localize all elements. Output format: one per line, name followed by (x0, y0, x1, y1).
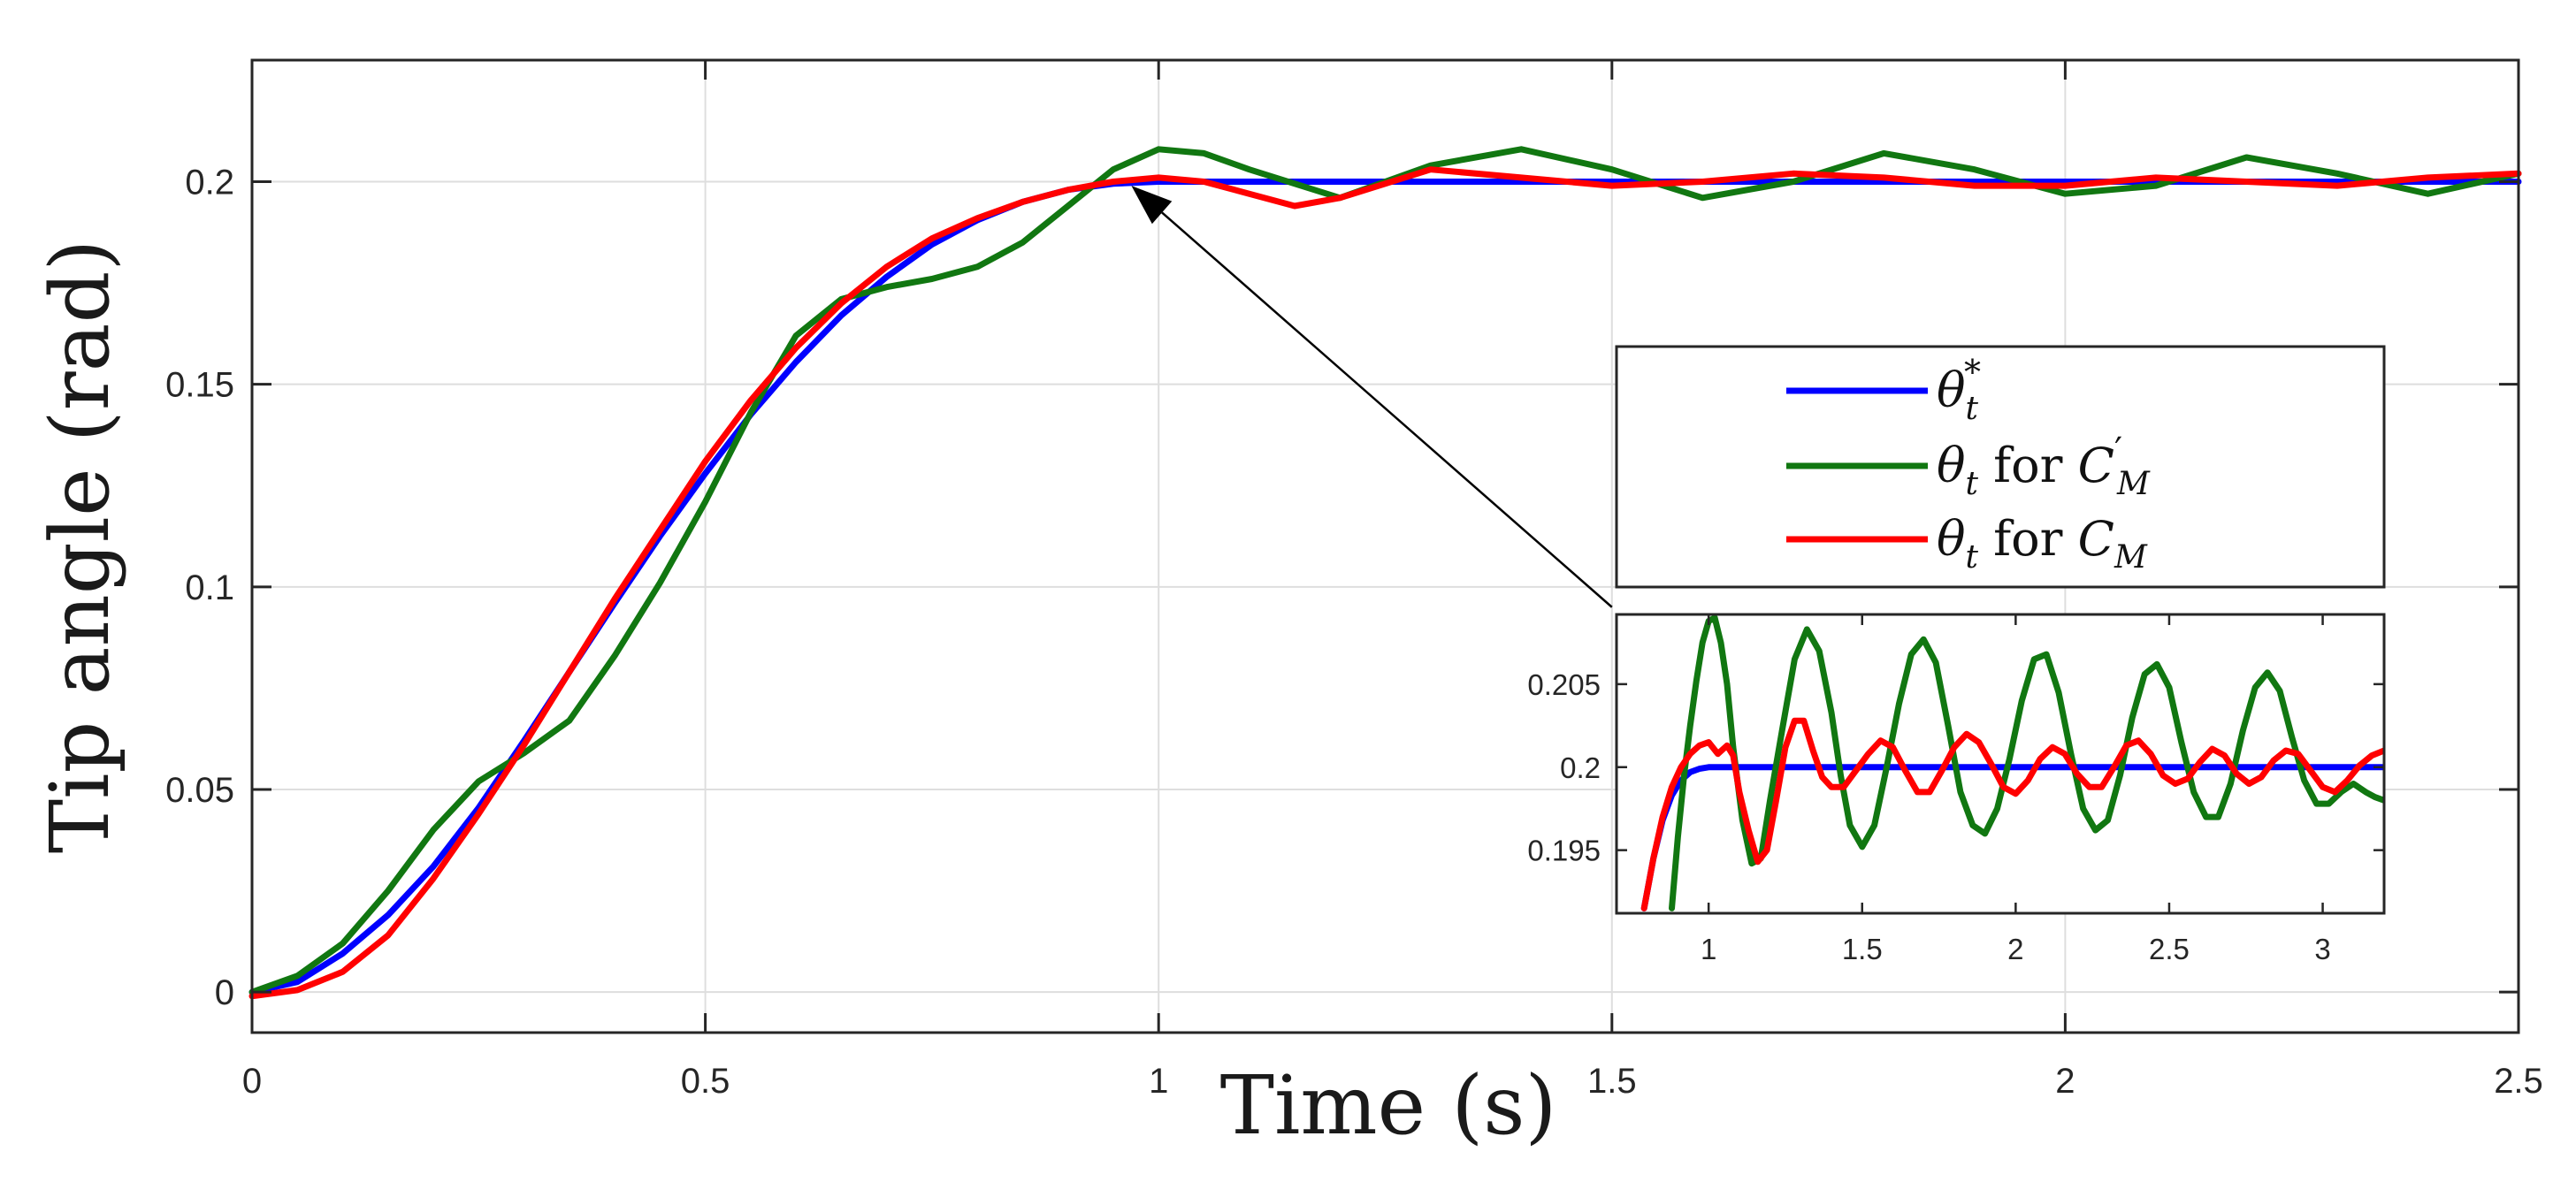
y-tick-label: 0.15 (165, 366, 234, 405)
series-cm-line (248, 166, 2522, 1000)
series-reference-line (248, 179, 2522, 995)
x-tick-label: 2.5 (2494, 1062, 2543, 1101)
legend: θt* θt for C′ M θt for CM (1615, 345, 2386, 589)
inset-x-tick-label: 3 (2314, 933, 2330, 965)
main-plot-area (248, 146, 2522, 1000)
main-ticks: 0 0.5 1 1.5 2 2.5 0 0.05 0.1 0.15 0.2 (165, 60, 2543, 1101)
legend-symbol: θ (1937, 438, 1966, 493)
arrow-head (1131, 186, 1173, 225)
y-axis-label: Tip angle (rad) (33, 240, 127, 854)
legend-symbol: θ (1937, 362, 1966, 418)
legend-superscript: * (1964, 353, 1981, 392)
y-tick-label: 0.05 (165, 771, 234, 810)
legend-c-subscript: M (2114, 539, 2148, 576)
legend-c-subscript: M (2116, 466, 2151, 502)
inset-x-tick-label: 2 (2007, 933, 2023, 965)
legend-box (1615, 345, 2386, 589)
inset-x-tick-label: 1 (1701, 933, 1716, 965)
legend-for-text: for (1978, 511, 2078, 567)
inset-plot-area (1640, 614, 2384, 911)
x-tick-label: 1.5 (1587, 1062, 1637, 1101)
inset-y-tick-label: 0.2 (1560, 751, 1601, 784)
legend-label-cprime: θt for C′ M (1937, 431, 2151, 502)
legend-subscript: t (1966, 391, 1979, 427)
legend-c-symbol: C (2078, 511, 2114, 567)
inset-ticks: 1 1.5 2 2.5 3 0.195 0.2 0.205 (1527, 614, 2384, 965)
legend-subscript: t (1966, 466, 1979, 502)
legend-c-prime: ′ (2114, 431, 2122, 471)
x-tick-label: 2 (2055, 1062, 2075, 1101)
legend-label-cm: θt for CM (1937, 511, 2148, 576)
inset-series-cm-line (1640, 717, 2384, 911)
y-tick-label: 0 (215, 973, 234, 1012)
inset-chart: 1 1.5 2 2.5 3 0.195 0.2 0.205 (1527, 613, 2386, 965)
x-axis-label: Time (s) (1220, 1058, 1557, 1153)
arrow-line (1161, 211, 1613, 608)
y-tick-label: 0.1 (185, 568, 234, 607)
inset-y-tick-label: 0.195 (1527, 835, 1601, 867)
legend-for-text: for (1978, 438, 2078, 493)
x-tick-label: 1 (1149, 1062, 1168, 1101)
legend-label-reference: θt* (1937, 353, 1981, 427)
inset-y-tick-label: 0.205 (1527, 668, 1601, 701)
inset-axes-box (1615, 613, 2386, 915)
x-tick-label: 0 (242, 1062, 262, 1101)
annotation-arrow (1131, 186, 1613, 608)
series-cprime-line (248, 146, 2522, 995)
legend-symbol: θ (1937, 511, 1966, 567)
inset-x-tick-label: 1.5 (1842, 933, 1883, 965)
x-tick-label: 0.5 (681, 1062, 730, 1101)
inset-x-tick-label: 2.5 (2149, 933, 2190, 965)
inset-background (1617, 614, 2384, 913)
main-axes-box (250, 58, 2520, 1034)
legend-subscript: t (1966, 539, 1979, 576)
y-tick-label: 0.2 (185, 164, 234, 202)
legend-c-symbol: C (2078, 438, 2114, 493)
